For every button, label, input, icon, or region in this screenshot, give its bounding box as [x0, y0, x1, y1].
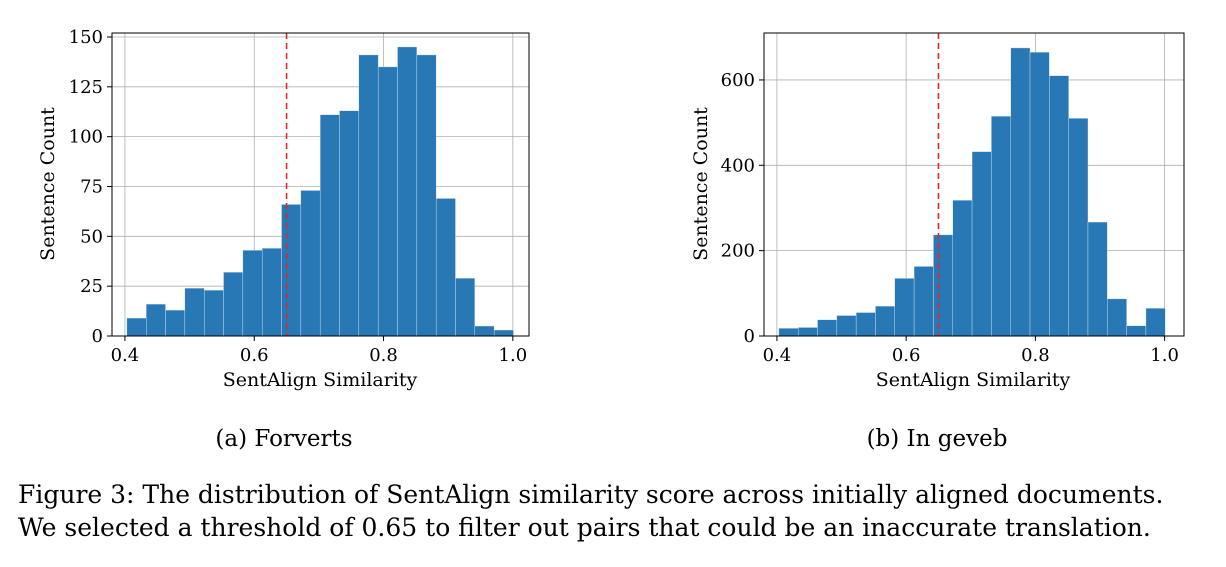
bar-in-geveb-0 — [778, 328, 799, 337]
y-tick-label-forverts-1: 25 — [80, 276, 103, 297]
bar-in-geveb-16 — [1087, 221, 1108, 337]
bar-forverts-11 — [339, 110, 360, 337]
y-tick-label-in-geveb-1: 200 — [721, 241, 755, 262]
bar-forverts-14 — [397, 46, 418, 337]
bar-forverts-2 — [165, 309, 186, 337]
y-tick-label-forverts-5: 125 — [69, 77, 103, 98]
bar-forverts-17 — [455, 277, 476, 337]
bar-in-geveb-5 — [875, 305, 895, 337]
y-tick-label-forverts-2: 50 — [80, 226, 103, 247]
bar-forverts-10 — [319, 114, 340, 337]
bar-in-geveb-10 — [971, 151, 992, 337]
y-axis-label-in-geveb: Sentence Count — [690, 107, 712, 261]
bar-in-geveb-6 — [894, 278, 915, 337]
bar-forverts-9 — [300, 190, 321, 337]
bar-in-geveb-18 — [1126, 325, 1147, 337]
x-tick-label-in-geveb-1: 0.6 — [892, 345, 921, 366]
y-tick-label-forverts-0: 0 — [92, 326, 103, 347]
x-axis-label-forverts: SentAlign Similarity — [223, 369, 418, 391]
bar-in-geveb-1 — [797, 327, 818, 337]
bar-forverts-12 — [358, 54, 379, 337]
bar-in-geveb-2 — [817, 319, 838, 337]
y-ticks-in-geveb: 0 200 400 600 — [721, 70, 764, 347]
bar-in-geveb-12 — [1010, 47, 1031, 337]
bar-forverts-19 — [493, 329, 514, 337]
bar-in-geveb-13 — [1029, 52, 1050, 337]
x-ticks-in-geveb: 0.4 0.6 0.8 1.0 — [763, 336, 1179, 366]
x-tick-label-in-geveb-2: 0.8 — [1021, 345, 1050, 366]
x-tick-label-forverts-1: 0.6 — [240, 345, 269, 366]
bar-forverts-13 — [377, 66, 398, 337]
y-tick-label-in-geveb-2: 400 — [721, 155, 755, 176]
bar-in-geveb-15 — [1068, 118, 1089, 337]
x-tick-label-in-geveb-0: 0.4 — [763, 345, 792, 366]
x-ticks-forverts: 0.4 0.6 0.8 1.0 — [111, 336, 528, 366]
y-tick-label-forverts-6: 150 — [69, 27, 103, 48]
y-tick-label-forverts-4: 100 — [69, 127, 103, 148]
bar-forverts-18 — [474, 325, 495, 337]
bar-in-geveb-14 — [1049, 75, 1069, 337]
y-ticks-forverts: 0 25 50 75 100 125 150 — [69, 27, 112, 347]
subcaption-in-geveb: (b) In geveb — [867, 426, 1008, 452]
bar-forverts-0 — [126, 317, 147, 337]
bar-in-geveb-17 — [1107, 298, 1127, 337]
x-tick-label-in-geveb-3: 1.0 — [1150, 345, 1179, 366]
histogram-forverts: 0.4 0.6 0.8 1.0 0 25 50 75 100 125 150 SentAlign … — [37, 27, 530, 452]
subcaption-forverts: (a) Forverts — [215, 426, 352, 452]
bar-forverts-6 — [242, 250, 263, 337]
bar-forverts-7 — [261, 248, 282, 337]
figure-caption: Figure 3: The distribution of SentAlign … — [18, 478, 1218, 544]
x-tick-label-forverts-0: 0.4 — [111, 345, 140, 366]
bar-forverts-4 — [203, 289, 224, 337]
caption-line-2: We selected a threshold of 0.65 to filte… — [18, 513, 1151, 542]
histogram-in-geveb: 0.4 0.6 0.8 1.0 0 200 400 600 SentAlign Simila… — [690, 32, 1185, 452]
bar-forverts-15 — [416, 54, 437, 337]
bar-in-geveb-11 — [991, 116, 1011, 337]
x-tick-label-forverts-2: 0.8 — [369, 345, 398, 366]
bar-forverts-1 — [146, 303, 166, 337]
plot-area-forverts — [111, 32, 530, 337]
bar-in-geveb-4 — [855, 312, 876, 337]
y-axis-label-forverts: Sentence Count — [37, 107, 59, 261]
bar-in-geveb-19 — [1145, 308, 1166, 337]
x-axis-label-in-geveb: SentAlign Similarity — [876, 369, 1071, 391]
figure-canvas: 0.4 0.6 0.8 1.0 0 25 50 75 100 125 150 SentAlign … — [37, 27, 1185, 452]
y-tick-label-in-geveb-3: 600 — [721, 70, 755, 91]
bar-in-geveb-3 — [836, 315, 857, 337]
x-tick-label-forverts-3: 1.0 — [499, 345, 528, 366]
bar-in-geveb-9 — [952, 200, 973, 337]
bar-in-geveb-7 — [913, 266, 934, 337]
y-tick-label-forverts-3: 75 — [80, 176, 103, 197]
bars-in-geveb — [778, 47, 1166, 337]
bar-forverts-5 — [223, 272, 244, 337]
y-tick-label-in-geveb-0: 0 — [744, 326, 755, 347]
bar-forverts-3 — [184, 287, 205, 337]
plot-area-in-geveb — [763, 32, 1185, 337]
caption-line-1: Figure 3: The distribution of SentAlign … — [18, 480, 1164, 509]
bar-forverts-8 — [281, 204, 302, 337]
bar-forverts-16 — [435, 198, 456, 337]
bar-in-geveb-8 — [933, 234, 953, 337]
bars-forverts — [126, 46, 514, 337]
